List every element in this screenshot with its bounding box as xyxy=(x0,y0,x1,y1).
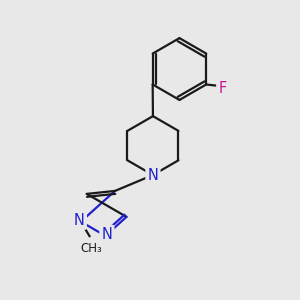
Text: N: N xyxy=(101,227,112,242)
Text: F: F xyxy=(218,81,226,96)
Text: CH₃: CH₃ xyxy=(80,242,102,255)
Text: N: N xyxy=(74,213,85,228)
Text: N: N xyxy=(148,167,158,182)
